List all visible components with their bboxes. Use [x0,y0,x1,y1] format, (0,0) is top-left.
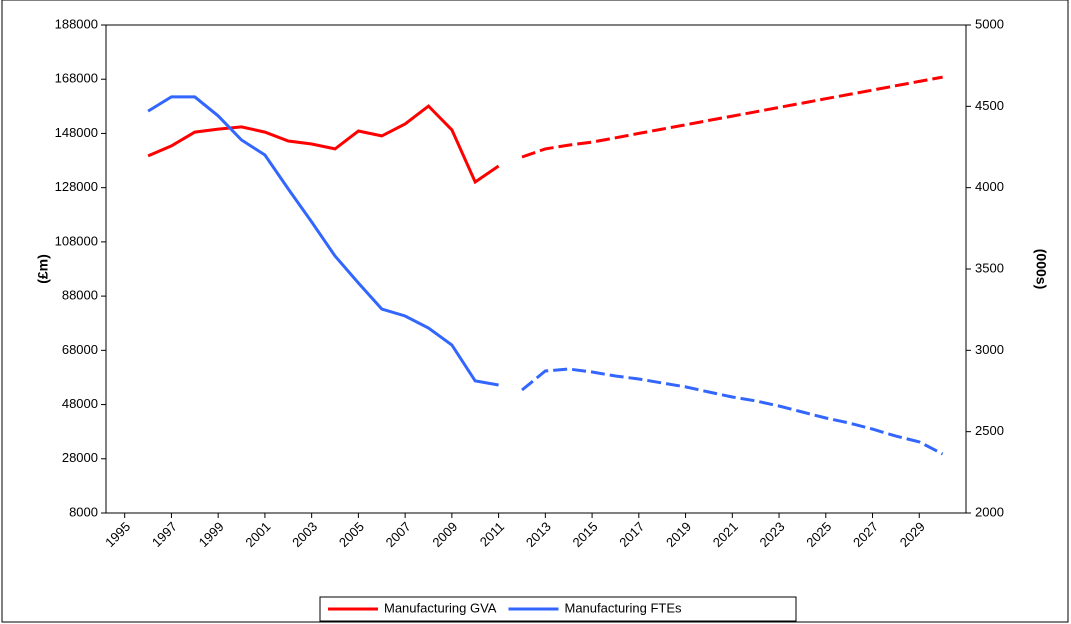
y-tick-label: 88000 [62,288,98,303]
y-tick-label: 128000 [55,179,98,194]
legend-label: Manufacturing FTEs [564,600,682,615]
y-tick-label: 68000 [62,342,98,357]
y2-tick-label: 2500 [975,423,1004,438]
projection-line [521,75,943,159]
y-tick-label: 168000 [55,71,98,86]
y-tick-label: 108000 [55,233,98,248]
projection-line [521,367,944,456]
y-tick-label: 28000 [62,450,98,465]
y-tick-label: 8000 [69,504,98,519]
y2-tick-label: 3000 [975,342,1004,357]
y-tick-label: 188000 [55,16,98,31]
series-line [147,95,499,387]
series-line [147,104,500,185]
y-tick-label: 148000 [55,125,98,140]
y-axis-title: (£m) [35,254,51,284]
y2-tick-label: 4500 [975,98,1004,113]
plot-area [105,24,967,514]
y-tick-label: 48000 [62,396,98,411]
legend-label: Manufacturing GVA [384,600,497,615]
y2-tick-label: 3500 [975,260,1004,275]
y2-tick-label: 5000 [975,16,1004,31]
y2-tick-label: 4000 [975,179,1004,194]
y2-axis-title: (000s) [1033,249,1049,289]
y2-tick-label: 2000 [975,504,1004,519]
